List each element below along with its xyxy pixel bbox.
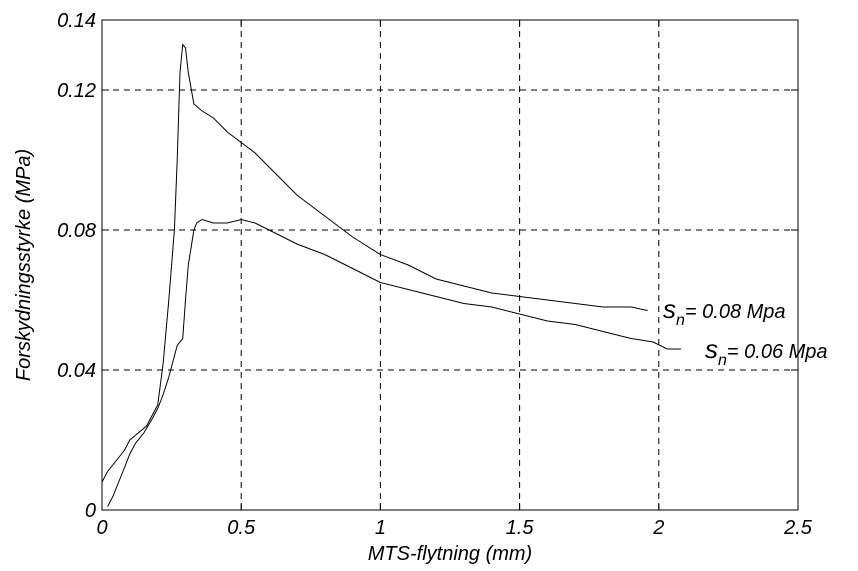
x-tick-label: 2 [652,517,664,539]
series-annotation-2: sn= 0.06 Mpa [705,334,828,369]
tick-labels: 0 0.5 1 1.5 2 2.5 0 0.04 0.08 0.12 0.14 [57,10,813,539]
plot-frame [101,19,799,511]
series-line-2 [107,218,682,507]
x-tick-label: 2.5 [783,517,813,539]
y-tick-label: 0.08 [57,220,96,242]
annotations: sn= 0.08 Mpa sn= 0.06 Mpa [663,294,828,369]
x-axis-label: MTS-flytning (mm) [368,543,532,565]
x-tick-label: 1 [375,517,386,539]
series-annotation-1: sn= 0.08 Mpa [663,294,786,329]
series-line-1 [101,43,648,483]
grid [102,20,798,510]
plot-area [102,20,798,510]
y-tick-label: 0.04 [57,360,96,382]
x-tick-label: 0.5 [227,517,256,539]
y-tick-label: 0.12 [57,80,96,102]
x-tick-label: 0 [96,517,107,539]
y-tick-label: 0 [85,500,96,522]
series-group [101,43,682,507]
ticks [101,19,799,511]
y-axis-label: Forskydningsstyrke (MPa) [13,149,35,381]
x-tick-label: 1.5 [506,517,535,539]
y-tick-label: 0.14 [57,10,96,32]
